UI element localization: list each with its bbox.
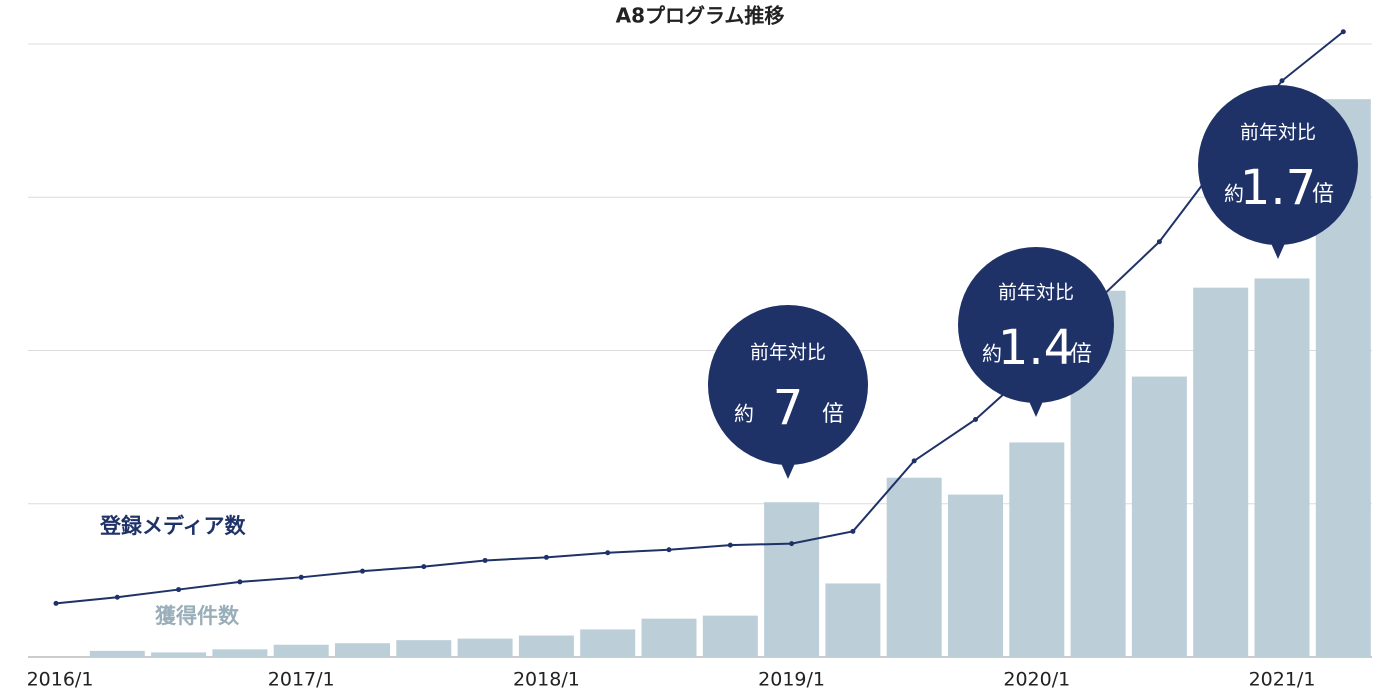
bar (335, 643, 390, 657)
line-point (543, 554, 549, 560)
bubble (1198, 85, 1358, 245)
line-point (421, 564, 427, 570)
bar (1009, 442, 1065, 657)
bubble-prefix: 約 (734, 402, 754, 426)
x-tick-label: 2017/1 (268, 669, 335, 691)
bubble-pointer (1270, 241, 1286, 259)
series-label: 獲得件数 (155, 604, 240, 628)
bar (1131, 376, 1187, 657)
line-point (850, 528, 856, 534)
bubble (958, 247, 1114, 403)
line-point (53, 600, 59, 606)
bar (1254, 278, 1310, 657)
series-label: 登録メディア数 (99, 514, 247, 538)
bar (518, 635, 574, 657)
bar (212, 649, 268, 657)
bar (457, 638, 513, 657)
line-point (1156, 239, 1162, 245)
bar (396, 640, 452, 657)
line-point (973, 416, 978, 422)
line-point (789, 541, 795, 547)
line-point (482, 557, 488, 563)
bubble-suffix: 倍 (822, 402, 844, 427)
bubble-title: 前年対比 (998, 282, 1074, 304)
bubble-title: 前年対比 (1240, 122, 1316, 144)
line-point (298, 574, 304, 580)
line-point (605, 550, 611, 556)
x-tick-label: 2016/1 (27, 669, 94, 691)
line-point (176, 587, 182, 593)
bubble (708, 305, 868, 465)
bubble-title: 前年対比 (750, 342, 826, 364)
bubble-value: 7 (773, 380, 804, 436)
x-tick-label: 2021/1 (1249, 669, 1316, 691)
bubble-prefix: 約 (1224, 182, 1244, 206)
bar (1193, 287, 1249, 657)
bar (273, 644, 329, 657)
bar (151, 652, 207, 657)
bubble-value: 1.4 (998, 320, 1074, 376)
bubble-value: 1.7 (1240, 160, 1316, 216)
bubble-pointer (780, 461, 796, 479)
line-point (727, 542, 733, 548)
line-point (237, 579, 243, 585)
bar (886, 477, 942, 657)
line-point (114, 594, 120, 600)
line-point (1279, 78, 1285, 84)
x-tick-label: 2019/1 (758, 669, 825, 691)
bubble-suffix: 倍 (1312, 182, 1334, 207)
line-point (911, 458, 917, 464)
bar (702, 615, 758, 657)
bar (764, 502, 820, 657)
x-tick-label: 2018/1 (513, 669, 580, 691)
bar (825, 583, 881, 657)
line (55, 30, 1344, 605)
line-point (1340, 29, 1346, 35)
bar (948, 494, 1003, 657)
bubble-prefix: 約 (982, 342, 1002, 366)
bar (89, 650, 145, 657)
line-point (666, 547, 672, 553)
bar (641, 618, 697, 657)
bubble-suffix: 倍 (1070, 342, 1092, 367)
line-point (360, 568, 365, 574)
bar (580, 629, 636, 657)
chart-title: A8プログラム推移 (616, 4, 785, 28)
bubble-pointer (1028, 399, 1044, 417)
x-tick-label: 2020/1 (1003, 669, 1070, 691)
